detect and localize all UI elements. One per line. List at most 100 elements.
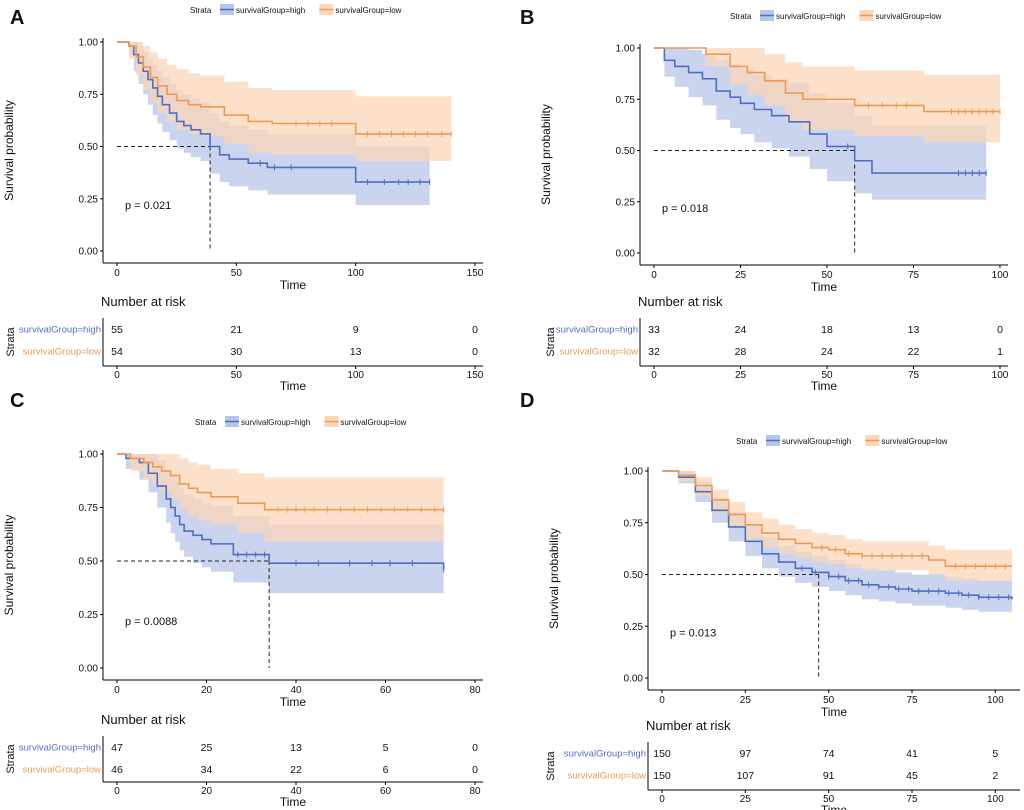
- y-tick-label: 0.75: [616, 95, 636, 106]
- risk-row-label-low: survivalGroup=low: [560, 347, 639, 358]
- risk-count-low: 6: [383, 764, 389, 776]
- risk-x-tick-label: 50: [231, 370, 243, 381]
- legend-label-high: survivalGroup=high: [782, 437, 851, 446]
- legend-label-low: survivalGroup=low: [340, 418, 406, 427]
- x-tick-label: 25: [735, 270, 747, 281]
- risk-y-axis-label: Strata: [5, 743, 17, 773]
- risk-table: Number at risk survivalGroup=high 55 21 9 0 su…: [5, 294, 484, 393]
- y-tick-label: 1.00: [79, 450, 99, 461]
- y-tick-label: 0.00: [616, 249, 636, 260]
- risk-x-tick-label: 40: [290, 786, 302, 797]
- risk-row-label-high: survivalGroup=high: [19, 743, 101, 754]
- legend-label-low: survivalGroup=low: [875, 12, 941, 21]
- risk-count-low: 0: [472, 764, 478, 776]
- risk-count-high: 0: [472, 742, 478, 754]
- risk-count-low: 91: [823, 770, 835, 782]
- y-tick-label: 0.75: [79, 503, 99, 514]
- risk-x-axis-label: Time: [811, 379, 838, 393]
- x-tick-label: 75: [908, 270, 920, 281]
- x-tick-label: 40: [290, 685, 302, 696]
- legend-label-high: survivalGroup=high: [776, 12, 845, 21]
- risk-x-tick-label: 150: [467, 370, 484, 381]
- risk-x-tick-label: 0: [651, 370, 657, 381]
- panel-b: B Strata survivalGroup=high survivalGroup=l…: [520, 7, 1009, 393]
- risk-row-label-high: survivalGroup=high: [564, 749, 646, 760]
- risk-count-low: 45: [906, 770, 918, 782]
- risk-count-high: 24: [735, 324, 747, 336]
- risk-count-high: 9: [353, 324, 359, 336]
- risk-count-low: 150: [653, 770, 671, 782]
- legend: Strata survivalGroup=high survivalGroup=lo…: [195, 416, 407, 427]
- risk-x-axis-label: Time: [280, 795, 307, 809]
- survival-curve-low: [117, 453, 444, 511]
- ci-band-low: [662, 471, 1012, 581]
- p-value: p = 0.013: [670, 628, 716, 640]
- risk-x-tick-label: 20: [201, 786, 213, 797]
- y-tick-label: 1.00: [79, 38, 99, 49]
- risk-count-high: 0: [997, 324, 1003, 336]
- risk-y-axis-label: Strata: [545, 750, 557, 780]
- survival-curve-high: [654, 47, 987, 174]
- risk-x-tick-label: 0: [659, 794, 665, 805]
- survival-curve-low: [117, 41, 452, 135]
- risk-count-low: 1: [997, 346, 1003, 358]
- risk-count-high: 55: [111, 324, 123, 336]
- ci-band-high: [662, 471, 1012, 614]
- y-tick-label: 0.50: [616, 146, 636, 157]
- risk-x-tick-label: 100: [347, 370, 364, 381]
- panel-letter: C: [10, 390, 24, 412]
- risk-x-tick-label: 75: [908, 370, 920, 381]
- risk-count-high: 25: [201, 742, 213, 754]
- ci-band-low: [117, 42, 452, 162]
- risk-y-axis-label: Strata: [5, 326, 17, 356]
- ci-band-low: [654, 48, 1000, 143]
- x-tick-label: 80: [469, 685, 481, 696]
- risk-count-low: 22: [908, 346, 920, 358]
- legend-title: Strata: [195, 418, 217, 427]
- y-axis-label: Survival probability: [547, 528, 561, 629]
- y-tick-label: 0.50: [79, 142, 99, 153]
- y-tick-label: 1.00: [624, 467, 644, 478]
- risk-x-tick-label: 0: [114, 370, 120, 381]
- x-tick-label: 75: [906, 695, 918, 706]
- y-tick-label: 0.75: [624, 518, 644, 529]
- risk-count-low: 30: [230, 346, 242, 358]
- x-tick-label: 25: [740, 695, 752, 706]
- p-value: p = 0.018: [662, 203, 708, 215]
- risk-row-label-low: survivalGroup=low: [23, 765, 102, 776]
- risk-count-low: 28: [735, 346, 747, 358]
- y-tick-label: 0.25: [624, 622, 644, 633]
- risk-count-high: 33: [648, 324, 660, 336]
- legend: Strata survivalGroup=high survivalGroup=lo…: [190, 4, 402, 15]
- x-tick-label: 0: [659, 695, 665, 706]
- x-tick-label: 100: [987, 695, 1004, 706]
- x-tick-label: 60: [380, 685, 392, 696]
- risk-count-low: 2: [992, 770, 998, 782]
- survival-curve-low: [662, 470, 1012, 568]
- risk-table: Number at risk survivalGroup=high 47 25 13 5 0…: [5, 712, 483, 809]
- risk-x-tick-label: 100: [987, 794, 1004, 805]
- y-tick-label: 0.75: [79, 90, 99, 101]
- survival-curve-low: [654, 47, 1000, 113]
- x-tick-label: 100: [347, 268, 364, 279]
- risk-count-high: 74: [823, 748, 835, 760]
- risk-x-tick-label: 25: [735, 370, 747, 381]
- x-tick-label: 50: [821, 270, 833, 281]
- risk-count-high: 41: [906, 748, 918, 760]
- y-tick-label: 0.00: [79, 664, 99, 675]
- risk-count-low: 13: [350, 346, 362, 358]
- risk-x-tick-label: 50: [821, 370, 833, 381]
- risk-count-high: 47: [111, 742, 123, 754]
- x-axis-label: Time: [821, 705, 848, 719]
- risk-x-tick-label: 0: [114, 786, 120, 797]
- y-axis-label: Survival probability: [539, 104, 553, 205]
- y-tick-label: 0.50: [79, 557, 99, 568]
- risk-row-label-low: survivalGroup=low: [23, 347, 102, 358]
- risk-x-tick-label: 25: [740, 794, 752, 805]
- panel-letter: B: [520, 7, 534, 29]
- risk-x-tick-label: 100: [992, 370, 1009, 381]
- risk-count-low: 46: [111, 764, 123, 776]
- panel-letter: D: [520, 390, 534, 412]
- risk-x-tick-label: 50: [823, 794, 835, 805]
